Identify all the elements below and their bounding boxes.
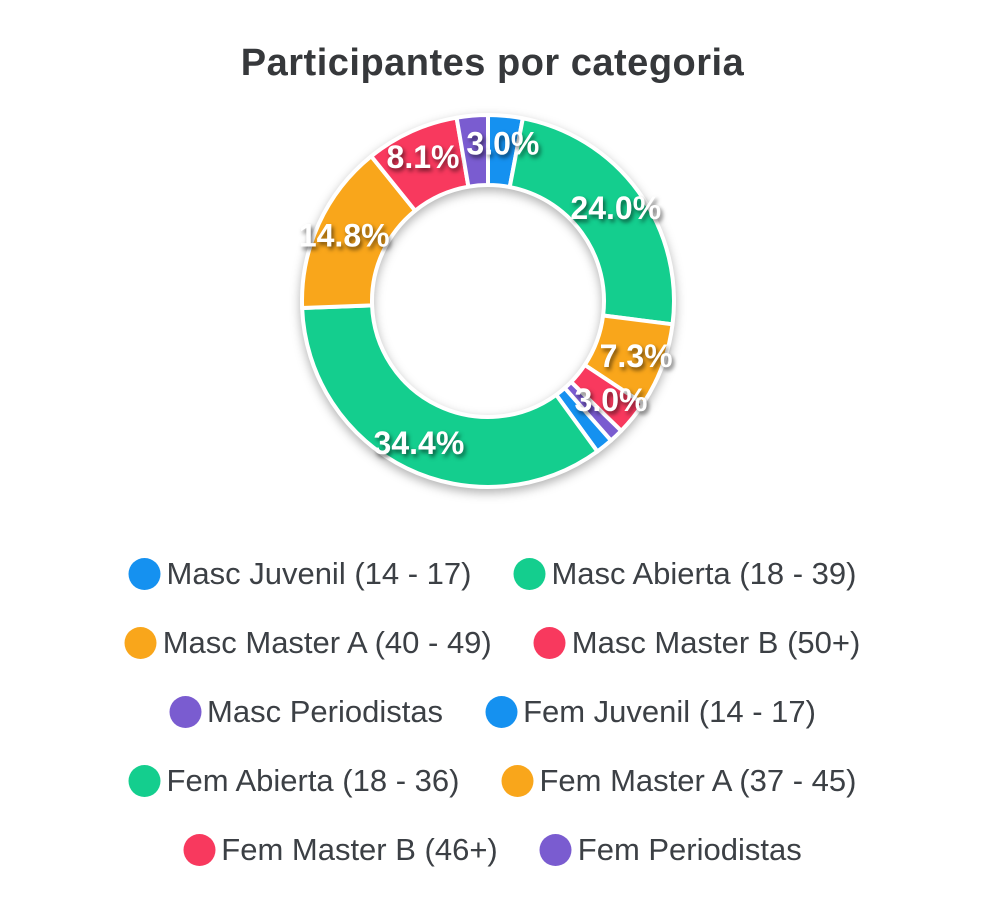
- legend-item[interactable]: Masc Master B (50+): [533, 625, 861, 661]
- legend-marker-icon: [539, 834, 572, 866]
- legend-marker-icon: [169, 696, 202, 728]
- legend-label: Fem Periodistas: [577, 832, 802, 867]
- legend-label: Fem Master A (37 - 45): [539, 763, 857, 798]
- legend-marker-icon: [128, 765, 161, 797]
- pie-slice[interactable]: [454, 113, 490, 189]
- donut-percent-labels: 3.0% 24.0% 7.3% 3.0% 34.4% 14.8% 8.1%: [299, 126, 673, 461]
- chart-title: Participantes por categoria: [240, 42, 745, 84]
- legend-item[interactable]: Fem Master B (46+): [183, 832, 498, 868]
- legend-item[interactable]: Masc Periodistas: [169, 694, 443, 730]
- legend-label: Masc Master B (50+): [571, 625, 861, 660]
- donut-slices: [300, 113, 676, 489]
- legend-item[interactable]: Fem Abierta (18 - 36): [128, 763, 460, 799]
- slice-percent-label: 14.8%: [299, 218, 390, 254]
- pie-slice[interactable]: [300, 303, 600, 489]
- legend-item[interactable]: Masc Juvenil (14 - 17): [128, 556, 472, 592]
- legend-label: Masc Master A (40 - 49): [162, 625, 492, 660]
- legend-label: Masc Juvenil (14 - 17): [166, 556, 472, 591]
- chart-legend: Masc Juvenil (14 - 17) Masc Abierta (18 -…: [0, 556, 985, 868]
- legend-marker-icon: [533, 627, 566, 659]
- legend-item[interactable]: Masc Abierta (18 - 39): [513, 556, 856, 592]
- legend-label: Fem Master B (46+): [221, 832, 498, 867]
- donut-chart: 3.0% 24.0% 7.3% 3.0% 34.4% 14.8% 8.1%: [299, 113, 676, 489]
- slice-percent-label: 3.0%: [575, 382, 648, 418]
- legend-marker-icon: [513, 558, 546, 590]
- legend-item[interactable]: Fem Periodistas: [539, 832, 802, 868]
- legend-label: Masc Abierta (18 - 39): [551, 556, 857, 591]
- legend-item[interactable]: Fem Juvenil (14 - 17): [485, 694, 816, 730]
- legend-item[interactable]: Masc Master A (40 - 49): [124, 625, 492, 661]
- slice-percent-label: 3.0%: [466, 126, 539, 162]
- legend-marker-icon: [124, 627, 157, 659]
- legend-label: Fem Juvenil (14 - 17): [523, 694, 816, 729]
- legend-label: Masc Periodistas: [207, 694, 444, 729]
- legend-item[interactable]: Fem Master A (37 - 45): [501, 763, 856, 799]
- slice-percent-label: 34.4%: [374, 425, 465, 461]
- legend-marker-icon: [128, 558, 161, 590]
- legend-marker-icon: [183, 834, 216, 866]
- legend-marker-icon: [485, 696, 518, 728]
- slice-percent-label: 7.3%: [600, 338, 673, 374]
- legend-label: Fem Abierta (18 - 36): [166, 763, 460, 798]
- slice-percent-label: 8.1%: [387, 139, 460, 175]
- pie-slice[interactable]: [507, 116, 676, 327]
- legend-marker-icon: [501, 765, 534, 797]
- slice-percent-label: 24.0%: [570, 190, 661, 226]
